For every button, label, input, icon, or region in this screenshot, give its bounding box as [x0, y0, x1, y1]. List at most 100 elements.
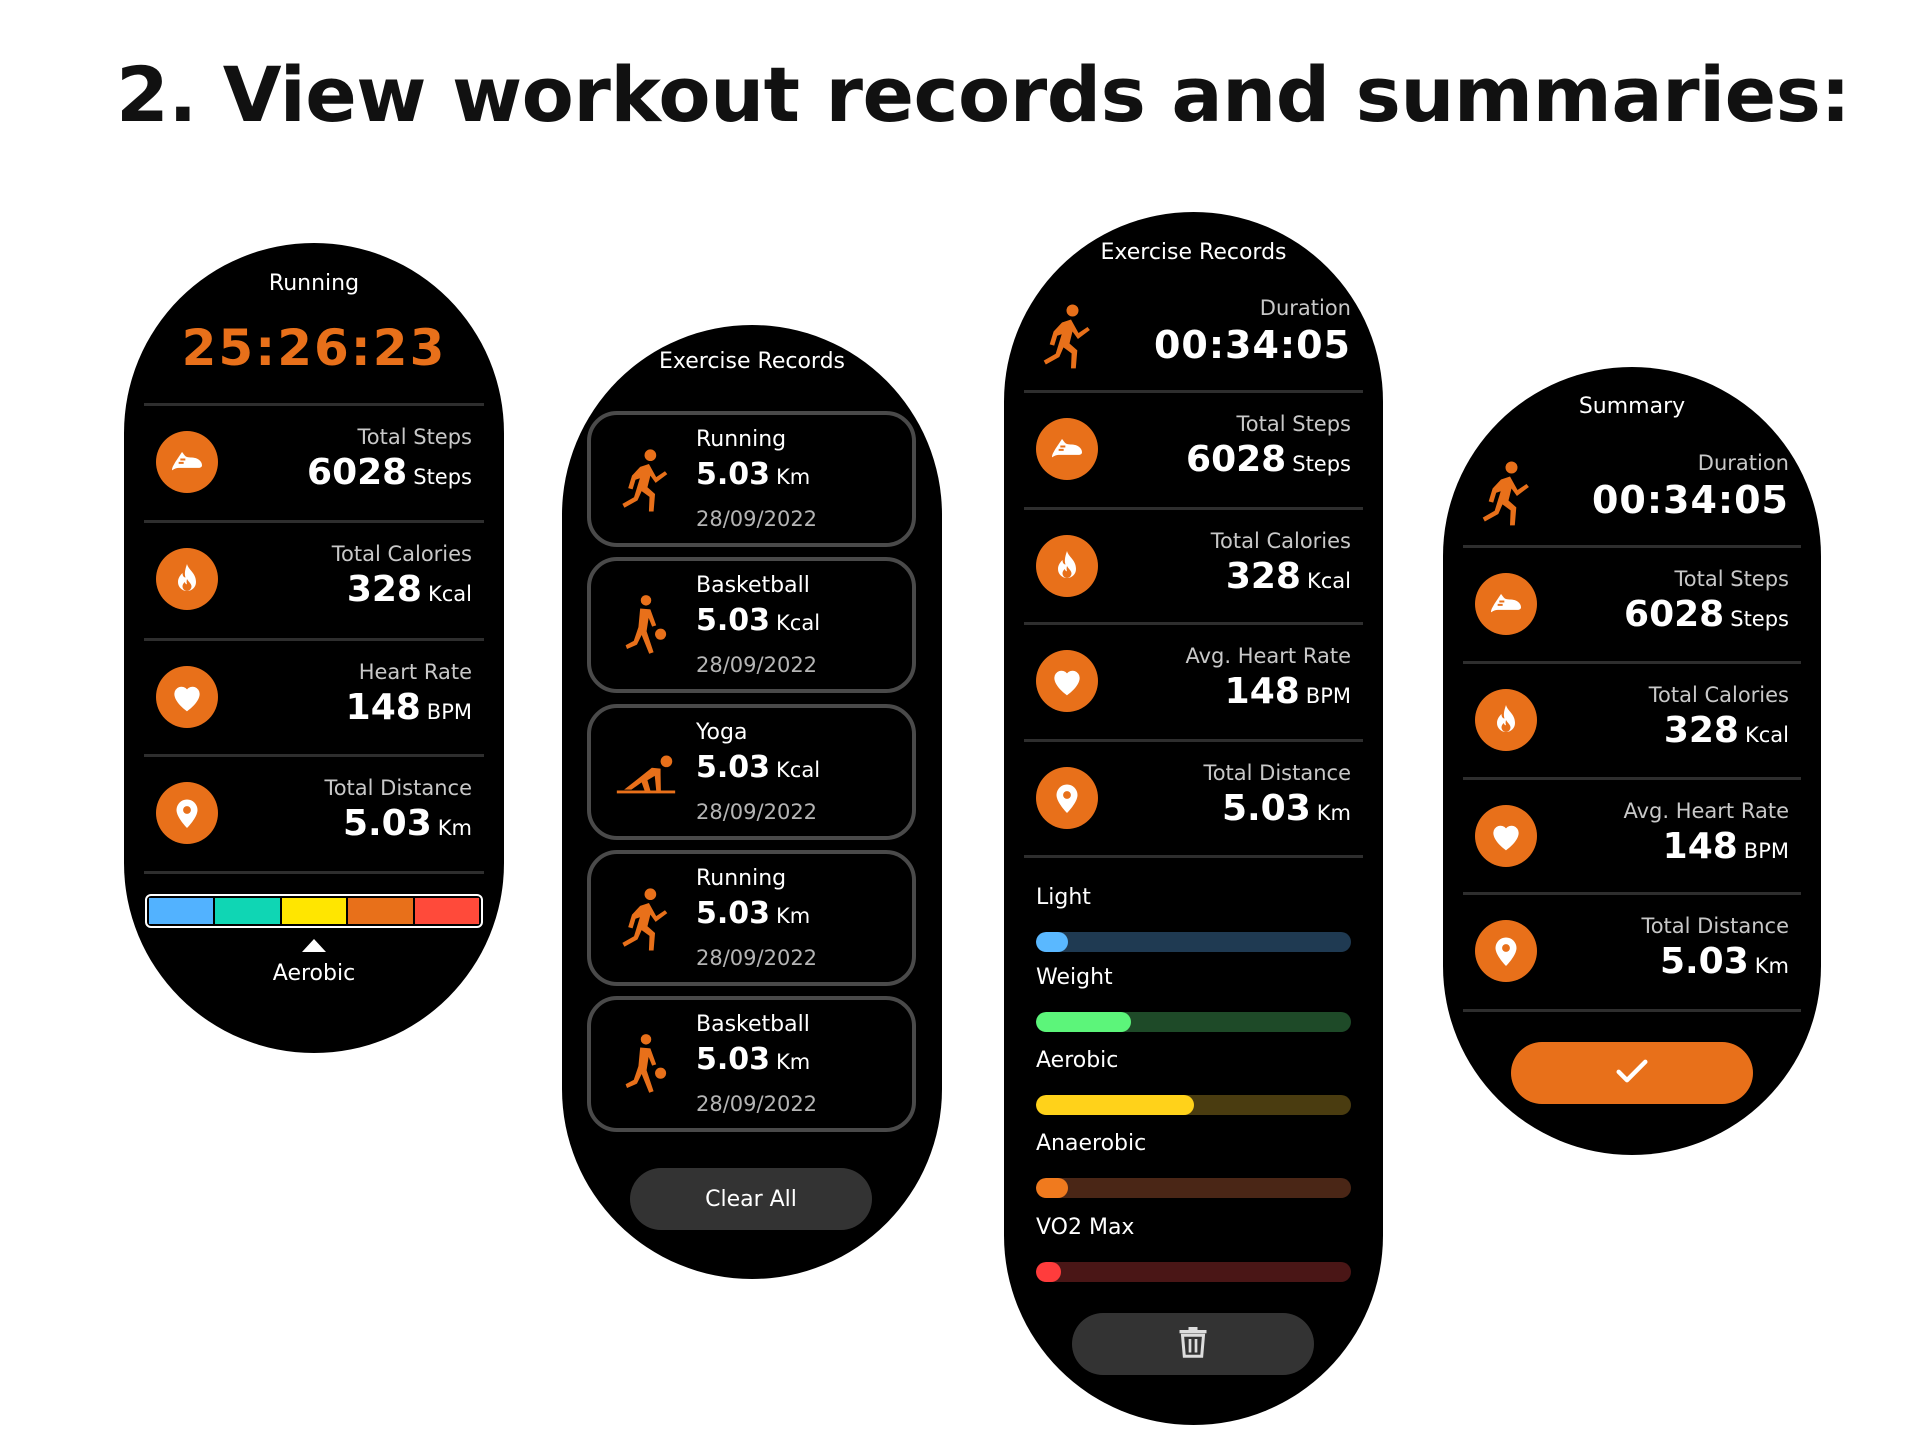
metric-value-line: 148 BPM	[1623, 825, 1789, 873]
record-unit: Km	[776, 465, 811, 489]
zone-progress-fill	[1036, 1178, 1068, 1198]
divider	[144, 871, 484, 874]
metric-row-distance: Total Distance 5.03 Km	[1443, 892, 1821, 1009]
zone-label: Anaerobic	[1036, 1131, 1147, 1156]
record-value: 5.03	[696, 603, 771, 638]
divider	[1024, 390, 1363, 393]
record-value: 5.03	[696, 896, 771, 931]
metric-text: Total Calories 328 Kcal	[1649, 681, 1789, 757]
record-value: 5.03	[696, 750, 771, 785]
flame-icon	[1475, 689, 1537, 751]
metric-text: Total Calories 328 Kcal	[1211, 527, 1351, 603]
record-name: Yoga	[696, 720, 748, 745]
metric-row-heart: Heart Rate 148 BPM	[124, 638, 504, 755]
delete-record-button[interactable]	[1072, 1313, 1314, 1375]
metric-value: 5.03	[342, 803, 432, 844]
divider	[1024, 855, 1363, 858]
divider	[1024, 739, 1363, 742]
metric-value: 5.03	[1659, 941, 1749, 982]
divider	[144, 403, 484, 406]
metric-row-distance: Total Distance 5.03 Km	[1004, 739, 1383, 856]
record-name: Running	[696, 427, 787, 452]
heart-rate-zone-bar	[145, 894, 483, 928]
record-detail-watch-screen: Exercise Records Duration 00:34:05 Total…	[1004, 212, 1383, 1425]
heart-icon	[156, 666, 218, 728]
metric-label: Total Steps	[1674, 567, 1789, 591]
record-card[interactable]: Basketball 5.03 Km 28/09/2022	[587, 996, 916, 1132]
zone-progress-bar	[1036, 1095, 1351, 1115]
zone-progress-bar	[1036, 1178, 1351, 1198]
metric-row-steps: Total Steps 6028 Steps	[1443, 545, 1821, 662]
clear-all-button[interactable]: Clear All	[630, 1168, 872, 1230]
divider	[1463, 777, 1801, 780]
confirm-button[interactable]	[1511, 1042, 1753, 1104]
zone-label: Weight	[1036, 965, 1113, 990]
metric-value: 6028	[1186, 439, 1287, 480]
zone-segment	[149, 898, 214, 924]
duration-block: Duration 00:34:05	[1592, 449, 1789, 523]
zone-label: Light	[1036, 885, 1091, 910]
metric-row-calories: Total Calories 328 Kcal	[1443, 661, 1821, 778]
metric-text: Total Calories 328 Kcal	[332, 540, 472, 616]
metric-label: Total Calories	[1648, 683, 1789, 707]
zone-indicator-triangle	[302, 939, 326, 952]
duration-value: 00:34:05	[1153, 323, 1351, 367]
shoe-icon	[1036, 418, 1098, 480]
metric-row-steps: Total Steps 6028 Steps	[124, 403, 504, 520]
divider	[144, 754, 484, 757]
zone-label: VO2 Max	[1036, 1215, 1135, 1240]
metric-value-line: 328 Kcal	[332, 568, 472, 616]
metric-row-calories: Total Calories 328 Kcal	[1004, 507, 1383, 624]
basketball-player-icon	[611, 1030, 681, 1100]
page-title: 2. View workout records and summaries:	[116, 50, 1851, 139]
workout-timer: 25:26:23	[181, 319, 447, 377]
record-card[interactable]: Yoga 5.03 Kcal 28/09/2022	[587, 704, 916, 840]
metric-text: Total Steps 6028 Steps	[307, 423, 472, 499]
record-name: Basketball	[696, 573, 810, 598]
metric-value: 328	[1225, 556, 1301, 597]
record-card[interactable]: Running 5.03 Km 28/09/2022	[587, 411, 916, 547]
metric-label: Total Distance	[324, 776, 472, 800]
record-value-line: 5.03 Km	[696, 457, 810, 492]
metric-value-line: 328 Kcal	[1649, 709, 1789, 757]
record-unit: Km	[776, 904, 811, 928]
metric-label: Total Distance	[1641, 914, 1789, 938]
record-value-line: 5.03 Km	[696, 896, 810, 931]
divider	[1024, 507, 1363, 510]
metric-row-distance: Total Distance 5.03 Km	[124, 754, 504, 871]
metric-value-line: 328 Kcal	[1211, 555, 1351, 603]
records-watch-screen: Exercise Records Running 5.03 Km 28/09/2022…	[562, 325, 942, 1279]
record-value-line: 5.03 Km	[696, 1042, 810, 1077]
metric-unit: Kcal	[1306, 569, 1351, 593]
heart-icon	[1036, 650, 1098, 712]
yoga-pose-icon	[611, 738, 681, 808]
metric-unit: Km	[1754, 954, 1789, 978]
metric-value-line: 5.03 Km	[1203, 787, 1351, 835]
record-card[interactable]: Basketball 5.03 Kcal 28/09/2022	[587, 557, 916, 693]
metric-text: Heart Rate 148 BPM	[346, 658, 472, 734]
metric-label: Total Calories	[331, 542, 472, 566]
metric-text: Total Distance 5.03 Km	[324, 774, 472, 850]
shoe-icon	[156, 431, 218, 493]
workout-title: Running	[268, 271, 360, 296]
running-person-icon	[611, 445, 681, 515]
shoe-icon	[1475, 573, 1537, 635]
record-unit: Kcal	[776, 758, 821, 782]
zone-segment	[215, 898, 280, 924]
summary-title: Summary	[1578, 394, 1686, 419]
flame-icon	[1036, 535, 1098, 597]
record-value: 5.03	[696, 1042, 771, 1077]
divider	[1463, 1009, 1801, 1012]
running-person-icon	[1471, 457, 1543, 529]
record-date: 28/09/2022	[696, 946, 818, 970]
flame-icon	[156, 548, 218, 610]
metric-label: Total Distance	[1203, 761, 1351, 785]
divider	[1463, 545, 1801, 548]
record-card[interactable]: Running 5.03 Km 28/09/2022	[587, 850, 916, 986]
location-pin-icon	[156, 782, 218, 844]
metric-value: 148	[345, 687, 421, 728]
zone-segment	[348, 898, 413, 924]
zone-progress-fill	[1036, 1262, 1062, 1282]
records-title: Exercise Records	[658, 349, 845, 374]
metric-value-line: 5.03 Km	[324, 802, 472, 850]
